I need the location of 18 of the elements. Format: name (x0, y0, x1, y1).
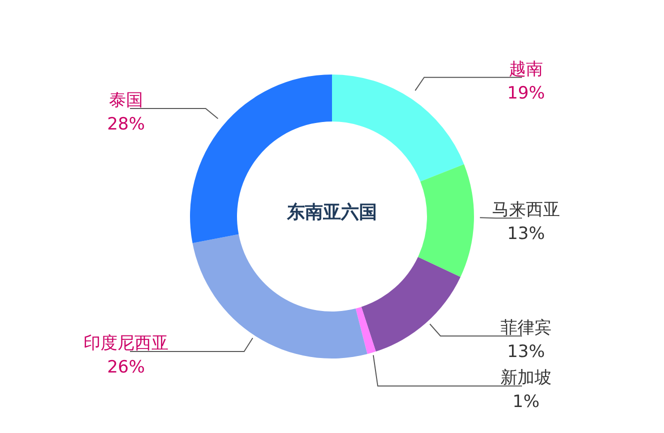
donut-slice (332, 74, 464, 182)
data-label: 1% (512, 392, 540, 412)
data-label: 13% (507, 342, 545, 362)
slice-label: 菲律宾 (500, 318, 552, 338)
donut-slice (356, 306, 376, 354)
data-label: 19% (507, 83, 545, 104)
donut-slice (192, 234, 368, 358)
slice-label: 马来西亚 (492, 200, 560, 220)
data-label: 13% (507, 224, 545, 244)
data-label: 26% (107, 357, 145, 378)
slice-label: 印度尼西亚 (84, 333, 168, 354)
data-label: 28% (107, 114, 145, 134)
text: 东南亚六国 (286, 202, 377, 223)
donut-slice (361, 256, 460, 352)
donut-slice (418, 164, 474, 277)
slice-label: 泰国 (109, 90, 143, 110)
slice-label: 新加坡 (500, 368, 552, 388)
slice-label: 越南 (509, 59, 543, 80)
